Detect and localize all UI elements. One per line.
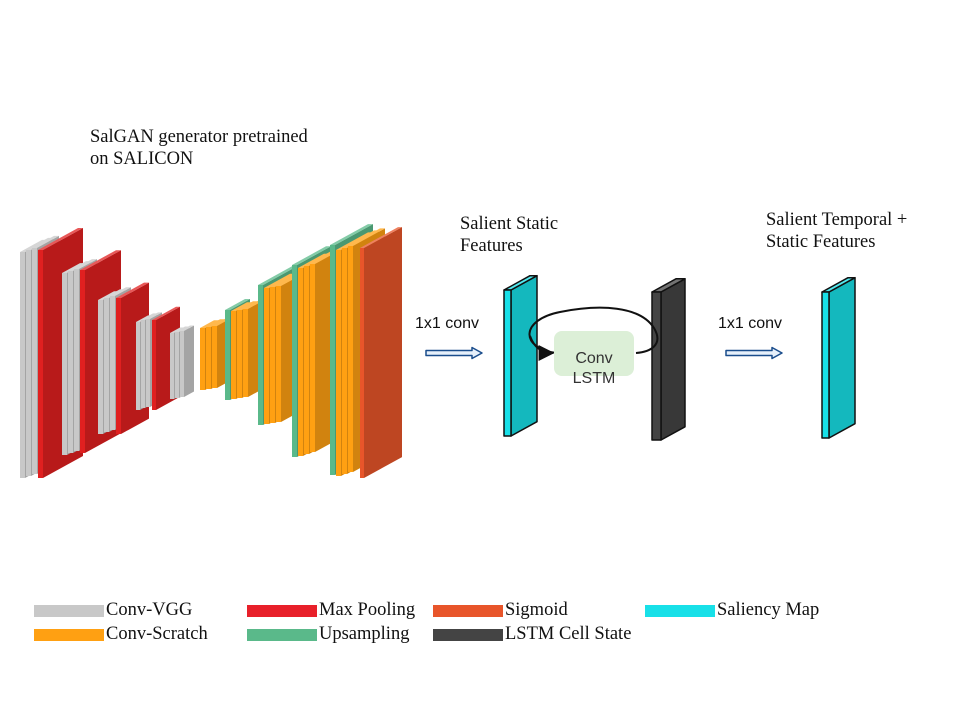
layer-conv-scratch-20-front bbox=[200, 328, 205, 390]
lstm-cell-state-slab bbox=[652, 279, 685, 440]
legend-swatch-conv-scratch bbox=[34, 629, 104, 641]
temporal-features-label: Salient Temporal + Static Features bbox=[766, 209, 907, 253]
layer-conv-vgg-18-front bbox=[175, 332, 179, 398]
legend-label-conv-vgg: Conv-VGG bbox=[106, 599, 192, 621]
legend-label-max-pooling: Max Pooling bbox=[319, 599, 415, 621]
layer-max-pooling-4-front bbox=[38, 250, 43, 478]
layer-conv-scratch-21-front bbox=[206, 327, 211, 389]
layer-conv-vgg-7-front bbox=[74, 269, 79, 451]
generator-label: SalGAN generator pretrained on SALICON bbox=[90, 126, 308, 170]
legend-label-sigmoid: Sigmoid bbox=[505, 599, 568, 621]
layer-conv-scratch-34-front bbox=[310, 264, 315, 452]
layer-conv-vgg-17-front bbox=[170, 333, 174, 399]
layer-conv-vgg-6-front bbox=[68, 271, 73, 453]
layer-conv-scratch-22-front bbox=[212, 326, 217, 388]
layer-conv-scratch-33-front bbox=[304, 266, 309, 454]
salgan-generator-network bbox=[20, 224, 402, 478]
layer-conv-vgg-2-front bbox=[26, 250, 31, 476]
layer-conv-vgg-3-front bbox=[32, 248, 37, 474]
legend-label-saliency-map: Saliency Map bbox=[717, 599, 819, 621]
lstm-cell-state-slab-front bbox=[652, 292, 661, 440]
layer-conv-scratch-25-front bbox=[237, 310, 242, 398]
layer-sigmoid-39-front bbox=[360, 248, 364, 478]
layer-conv-scratch-32-front bbox=[298, 268, 303, 456]
layer-upsampling-31-front bbox=[292, 265, 297, 457]
conv1x1-label-a: 1x1 conv bbox=[415, 314, 479, 334]
legend-swatch-sigmoid bbox=[433, 605, 503, 617]
layer-conv-vgg-13-front bbox=[136, 322, 140, 410]
conv1x1-label-b: 1x1 conv bbox=[718, 314, 782, 334]
layer-max-pooling-16-front bbox=[152, 320, 156, 410]
legend-swatch-lstm-cell-state bbox=[433, 629, 503, 641]
layer-max-pooling-12-front bbox=[116, 298, 121, 434]
layer-sigmoid-39-side bbox=[364, 227, 402, 478]
legend-swatch-conv-vgg bbox=[34, 605, 104, 617]
layer-max-pooling-8-front bbox=[80, 270, 85, 453]
layer-upsampling-23-front bbox=[225, 310, 230, 400]
layer-conv-scratch-37-front bbox=[342, 248, 347, 474]
arrow-1x1-conv-a-shape bbox=[426, 348, 482, 359]
legend-label-upsampling: Upsampling bbox=[319, 623, 409, 645]
static-features-label: Salient Static Features bbox=[460, 213, 558, 257]
lstm-cell-state-slab-side bbox=[661, 279, 685, 440]
legend-label-conv-scratch: Conv-Scratch bbox=[106, 623, 208, 645]
static-features-slab-front bbox=[504, 290, 511, 436]
arrow-1x1-conv-b bbox=[726, 348, 782, 359]
layer-sigmoid-39 bbox=[360, 227, 402, 478]
layer-conv-scratch-28-front bbox=[264, 288, 269, 424]
conv-lstm-box: Conv LSTM bbox=[554, 331, 634, 376]
layer-conv-vgg-1-front bbox=[20, 252, 25, 478]
layer-conv-scratch-29-front bbox=[270, 287, 275, 423]
output-saliency-slab-front bbox=[822, 292, 829, 438]
layer-conv-vgg-11-front bbox=[110, 296, 115, 430]
layer-conv-vgg-19-side bbox=[184, 326, 194, 398]
arrow-1x1-conv-b-shape bbox=[726, 348, 782, 359]
temporal-module bbox=[426, 276, 855, 440]
layer-conv-scratch-30-front bbox=[276, 286, 281, 422]
layer-conv-vgg-9-front bbox=[98, 300, 103, 434]
layer-upsampling-27-front bbox=[258, 285, 263, 425]
legend-label-lstm-cell-state: LSTM Cell State bbox=[505, 623, 631, 645]
static-features-slab-side bbox=[511, 276, 537, 436]
legend-swatch-upsampling bbox=[247, 629, 317, 641]
output-saliency-slab-side bbox=[829, 278, 855, 438]
layer-conv-scratch-38-front bbox=[348, 246, 353, 472]
arrow-1x1-conv-a bbox=[426, 348, 482, 359]
output-saliency-slab bbox=[822, 278, 855, 438]
conv-lstm-label: Conv LSTM bbox=[554, 349, 634, 389]
layer-conv-vgg-19 bbox=[180, 326, 194, 398]
layer-conv-vgg-5-front bbox=[62, 273, 67, 455]
layer-conv-vgg-14-front bbox=[141, 320, 145, 408]
static-features-slab bbox=[504, 276, 537, 436]
legend-swatch-max-pooling bbox=[247, 605, 317, 617]
layer-conv-scratch-24-front bbox=[231, 311, 236, 399]
layer-conv-scratch-26-front bbox=[243, 309, 248, 397]
layer-conv-scratch-36-front bbox=[336, 250, 341, 476]
legend-swatch-saliency-map bbox=[645, 605, 715, 617]
layer-upsampling-35-front bbox=[330, 245, 335, 475]
layer-conv-vgg-10-front bbox=[104, 298, 109, 432]
layer-conv-vgg-19-front bbox=[180, 331, 184, 397]
layer-conv-vgg-15-front bbox=[146, 319, 150, 407]
